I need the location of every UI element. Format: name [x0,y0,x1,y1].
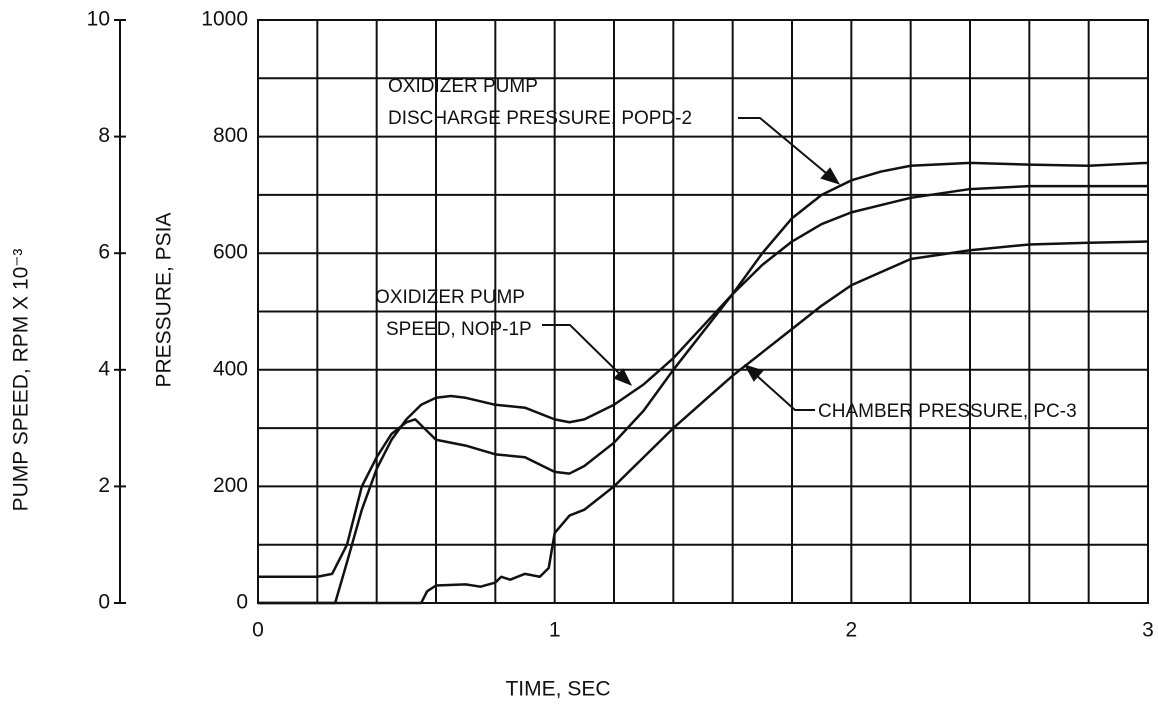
annotation: SPEED, NOP-1P [386,319,532,340]
y-axis-label: PRESSURE, PSIA [153,212,176,387]
y2-tick-label: 2 [98,474,110,497]
x-tick-label: 3 [1142,619,1154,642]
y2-tick-label: 8 [98,124,110,147]
arrowhead [613,368,633,386]
arrow [738,117,839,184]
x-axis-label: TIME, SEC [505,678,610,701]
y-tick-label: 600 [213,241,248,264]
y-tick-label: 200 [213,474,248,497]
annotation-arrows [542,117,841,411]
x-tick-label: 2 [845,619,857,642]
y-tick-label: 800 [213,124,248,147]
y-tick-label: 1000 [201,8,248,31]
data-line [258,240,1149,605]
arrow [542,324,631,385]
arrow [745,365,815,411]
x-tick-label: 0 [252,619,264,642]
y2-tick-label: 10 [87,8,110,31]
data-line [258,161,1149,579]
annotation: OXIDIZER PUMP [388,76,538,97]
annotation: CHAMBER PRESSURE, PC-3 [818,401,1077,422]
arrowhead [820,167,841,185]
x-tick-label: 1 [549,619,561,642]
y-tick-label: 400 [213,357,248,380]
data-line [258,184,1148,605]
y2-tick-label: 4 [98,357,110,380]
y2-tick-label: 0 [98,591,110,614]
y-tick-label: 0 [236,591,248,614]
y2-axis-label: PUMP SPEED, RPM X 10⁻³ [10,249,33,512]
annotation: OXIDIZER PUMP [375,287,525,308]
plot-frame [257,19,1149,604]
annotation: DISCHARGE PRESSURE, POPD-2 [388,108,692,129]
y2-tick-label: 6 [98,241,110,264]
